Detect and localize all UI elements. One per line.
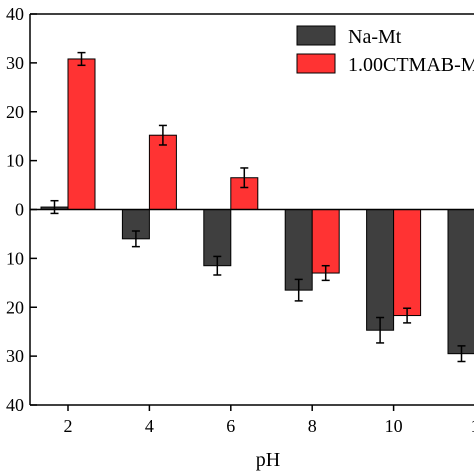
bar-series1-4	[393, 209, 422, 317]
y-tick-label-6: 20	[6, 297, 24, 317]
x-tick-label-1: 4	[145, 416, 154, 436]
legend: Na-Mt 1.00CTMAB-M	[296, 25, 474, 76]
x-axis-title: pH	[256, 449, 280, 471]
legend-swatch-ctmab	[296, 53, 336, 74]
y-tick-label-2: 20	[6, 102, 24, 122]
bar-series0-4	[366, 209, 395, 331]
y-tick-label-3: 10	[6, 151, 24, 171]
x-tick-label-4: 10	[385, 416, 403, 436]
bar-series0-5	[447, 209, 474, 355]
y-tick-label-0: 40	[6, 4, 24, 24]
x-tick-label-3: 8	[308, 416, 317, 436]
y-tick-label-7: 30	[6, 346, 24, 366]
y-tick-label-4: 0	[15, 200, 24, 220]
legend-label-ctmab: 1.00CTMAB-M	[348, 54, 474, 76]
x-tick-label-2: 6	[226, 416, 235, 436]
x-tick-label-0: 2	[64, 416, 73, 436]
bar-series0-3	[284, 209, 313, 291]
legend-label-na-mt: Na-Mt	[348, 26, 402, 48]
x-tick-label-5: 1	[471, 416, 474, 436]
bar-series1-0	[67, 58, 96, 211]
y-tick-label-5: 10	[6, 248, 24, 268]
bar-series1-3	[311, 209, 340, 274]
y-tick-label-1: 30	[6, 53, 24, 73]
y-tick-label-8: 40	[6, 395, 24, 415]
bar-series1-1	[148, 134, 177, 211]
legend-swatch-na-mt	[296, 25, 336, 46]
